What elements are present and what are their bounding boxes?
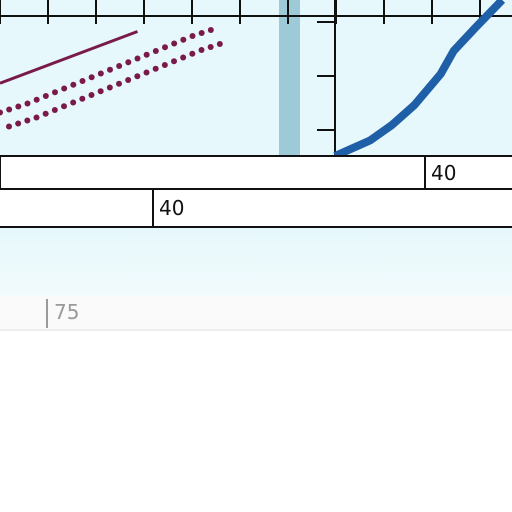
vertical-band	[279, 0, 300, 156]
maroon-dot	[171, 40, 178, 47]
maroon-dot	[180, 36, 187, 43]
maroon-dot	[24, 100, 31, 107]
page-background	[0, 331, 512, 512]
maroon-dot	[161, 62, 168, 68]
axis-strip-lower	[0, 188, 512, 228]
maroon-dot	[207, 27, 214, 33]
maroon-dot	[97, 70, 104, 77]
maroon-dot	[97, 88, 104, 95]
maroon-dot	[171, 58, 177, 65]
maroon-dot	[51, 107, 58, 113]
lower-strip	[0, 296, 512, 330]
maroon-dot	[79, 95, 86, 102]
maroon-dot	[88, 74, 95, 81]
maroon-dot	[24, 117, 31, 124]
maroon-solid-line	[0, 30, 139, 85]
maroon-dot	[198, 30, 205, 36]
maroon-dot	[42, 110, 49, 117]
maroon-dot	[116, 80, 122, 87]
maroon-dot	[70, 81, 77, 88]
maroon-dot	[107, 66, 113, 73]
maroon-dot	[152, 65, 159, 72]
maroon-dot	[106, 84, 113, 91]
series-maroon-solid	[0, 30, 139, 85]
maroon-dot	[143, 51, 150, 58]
maroon-dot	[125, 77, 132, 83]
maroon-dot	[52, 89, 58, 96]
axis-strip-upper-label: 40	[431, 161, 456, 185]
top-axis-ticks	[0, 0, 481, 24]
maroon-dot	[15, 120, 22, 127]
maroon-dot	[216, 41, 223, 47]
maroon-dot	[162, 44, 168, 51]
maroon-dot	[42, 93, 49, 99]
maroon-dot	[0, 109, 3, 116]
maroon-dot	[125, 59, 132, 66]
fade-band	[0, 228, 512, 298]
maroon-dot	[189, 33, 196, 39]
maroon-dot	[207, 44, 214, 50]
axis-strip-lower-label: 40	[159, 196, 184, 220]
maroon-dot	[143, 69, 150, 76]
maroon-dot	[6, 106, 13, 113]
maroon-dot	[33, 114, 40, 121]
maroon-dot	[134, 55, 141, 62]
right-panel-ticks	[317, 21, 335, 131]
maroon-dot	[6, 123, 12, 130]
maroon-dot	[189, 50, 196, 57]
maroon-dot	[116, 63, 123, 69]
maroon-dot	[79, 78, 86, 84]
series-blue	[333, 0, 506, 160]
maroon-dot	[134, 73, 141, 80]
maroon-dot	[152, 48, 159, 54]
maroon-dot	[61, 103, 67, 110]
maroon-dot	[88, 92, 95, 98]
blue-line	[333, 0, 506, 160]
maroon-dot	[198, 47, 205, 53]
maroon-dot	[61, 85, 68, 92]
faded-axis-label: 75	[54, 300, 79, 324]
maroon-dot	[33, 96, 40, 103]
maroon-dot	[70, 99, 77, 106]
maroon-dot	[180, 54, 187, 61]
series-maroon-dotted	[0, 27, 223, 130]
maroon-dot	[15, 103, 22, 110]
